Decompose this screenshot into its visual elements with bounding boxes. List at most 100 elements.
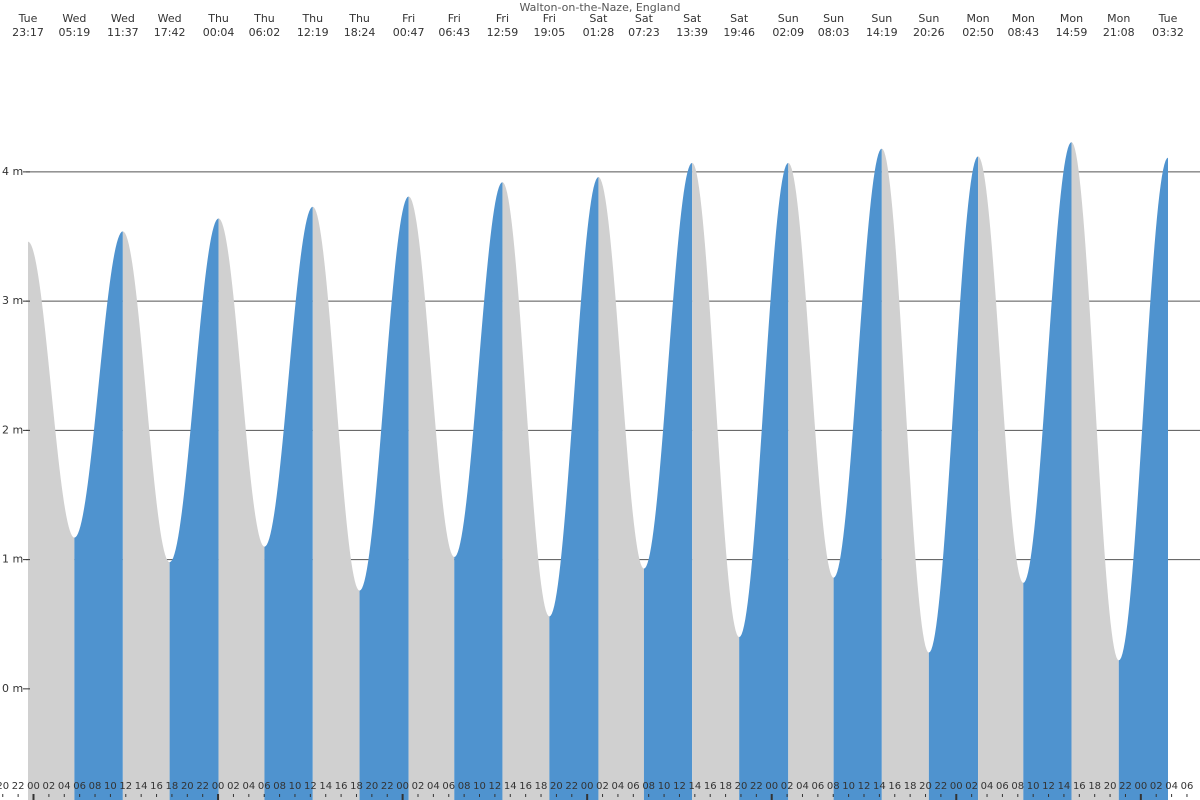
hour-label: 02	[412, 781, 425, 792]
hour-label: 02	[781, 781, 794, 792]
rising-tide	[1118, 157, 1168, 800]
hour-label: 18	[535, 781, 548, 792]
hour-label: 12	[489, 781, 502, 792]
extreme-day: Thu	[207, 12, 229, 25]
extreme-time: 02:50	[962, 26, 994, 39]
falling-tide	[218, 218, 265, 800]
hour-label: 18	[166, 781, 179, 792]
hour-label: 16	[150, 781, 163, 792]
extreme-day: Sun	[871, 12, 892, 25]
falling-tide	[978, 156, 1024, 800]
extreme-day: Wed	[62, 12, 86, 25]
falling-tide	[312, 206, 360, 800]
hour-label: 06	[1181, 781, 1194, 792]
hour-label: 10	[842, 781, 855, 792]
extreme-day: Sun	[778, 12, 799, 25]
y-tick-label: 4 m	[2, 165, 23, 178]
extreme-time: 12:59	[487, 26, 519, 39]
extreme-day: Wed	[111, 12, 135, 25]
falling-tide	[408, 196, 455, 800]
hour-label: 12	[1042, 781, 1055, 792]
extreme-time: 02:09	[772, 26, 804, 39]
rising-tide	[169, 218, 219, 800]
falling-tide	[502, 182, 550, 800]
hour-label: 22	[196, 781, 209, 792]
extreme-day: Mon	[1012, 12, 1035, 25]
extreme-day: Sat	[730, 12, 749, 25]
hour-label: 18	[350, 781, 363, 792]
hour-label: 10	[658, 781, 671, 792]
hour-label: 22	[935, 781, 948, 792]
extreme-day: Fri	[543, 12, 556, 25]
hour-label: 14	[873, 781, 886, 792]
extreme-day: Fri	[448, 12, 461, 25]
hour-label: 16	[704, 781, 717, 792]
rising-tide	[549, 177, 599, 800]
hour-label: 14	[319, 781, 332, 792]
extreme-day: Mon	[1107, 12, 1130, 25]
hour-label: 08	[458, 781, 471, 792]
hour-label: 06	[73, 781, 86, 792]
hour-label: 22	[565, 781, 578, 792]
hour-label: 14	[1058, 781, 1071, 792]
extreme-time: 05:19	[59, 26, 91, 39]
hour-label: 18	[1088, 781, 1101, 792]
falling-tide	[788, 162, 834, 800]
extreme-time: 21:08	[1103, 26, 1135, 39]
extreme-time: 08:43	[1007, 26, 1039, 39]
hour-label: 14	[688, 781, 701, 792]
extreme-day: Sun	[918, 12, 939, 25]
hour-label: 22	[12, 781, 25, 792]
rising-tide	[1023, 142, 1072, 800]
hour-label: 02	[965, 781, 978, 792]
hour-label: 00	[765, 781, 778, 792]
hour-label: 20	[1104, 781, 1117, 792]
extreme-time: 13:39	[676, 26, 708, 39]
hour-label: 16	[519, 781, 532, 792]
extreme-time: 17:42	[154, 26, 186, 39]
hour-label: 20	[550, 781, 563, 792]
hour-label: 08	[642, 781, 655, 792]
extreme-time: 14:59	[1056, 26, 1088, 39]
hour-label: 06	[811, 781, 824, 792]
hour-label: 08	[827, 781, 840, 792]
hour-label: 04	[612, 781, 625, 792]
extreme-day: Sat	[589, 12, 608, 25]
hour-label: 04	[427, 781, 440, 792]
hour-label: 08	[89, 781, 102, 792]
hour-label: 06	[258, 781, 271, 792]
extreme-time: 19:05	[534, 26, 566, 39]
extreme-time: 18:24	[344, 26, 376, 39]
extreme-day: Mon	[1060, 12, 1083, 25]
hour-label: 14	[504, 781, 517, 792]
y-tick-label: 1 m	[2, 553, 23, 566]
hour-label: 12	[858, 781, 871, 792]
hour-label: 06	[996, 781, 1009, 792]
y-tick-label: 0 m	[2, 682, 23, 695]
rising-tide	[264, 206, 313, 800]
hour-label: 22	[381, 781, 394, 792]
hour-label: 00	[950, 781, 963, 792]
hour-label: 08	[273, 781, 286, 792]
extreme-time: 14:19	[866, 26, 898, 39]
rising-tide	[833, 148, 882, 800]
hour-label: 02	[596, 781, 609, 792]
falling-tide	[28, 241, 75, 800]
extreme-day: Sun	[823, 12, 844, 25]
hour-label: 12	[673, 781, 686, 792]
rising-tide	[74, 231, 123, 800]
hour-label: 02	[227, 781, 240, 792]
extreme-time: 01:28	[583, 26, 615, 39]
hour-label: 10	[289, 781, 302, 792]
extreme-time: 00:04	[203, 26, 235, 39]
hour-label: 10	[1027, 781, 1040, 792]
falling-tide	[692, 162, 740, 800]
rising-tide	[928, 156, 979, 800]
extreme-time: 06:02	[249, 26, 281, 39]
hour-label: 10	[473, 781, 486, 792]
rising-tide	[359, 196, 409, 800]
hour-label: 06	[442, 781, 455, 792]
extreme-day: Sat	[683, 12, 702, 25]
hour-label: 00	[581, 781, 594, 792]
